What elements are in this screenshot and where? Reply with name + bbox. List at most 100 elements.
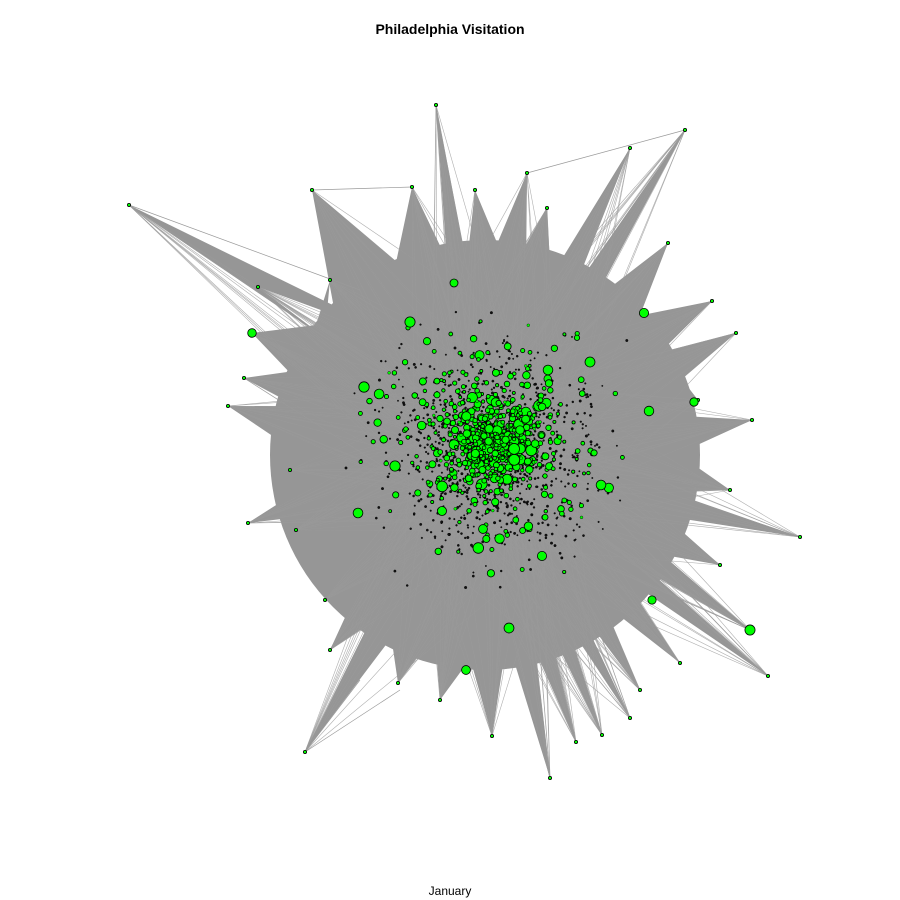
graph-node-small	[402, 403, 406, 406]
graph-node-small	[611, 429, 615, 433]
graph-node	[510, 412, 516, 418]
edge-line	[538, 147, 631, 497]
graph-node	[494, 533, 505, 544]
graph-node-small	[427, 452, 430, 455]
graph-node	[373, 388, 385, 400]
graph-node	[456, 549, 461, 554]
graph-node-small	[513, 377, 517, 381]
graph-node-small	[574, 538, 577, 541]
graph-node-small	[489, 366, 492, 368]
graph-node	[465, 438, 471, 444]
graph-node-small	[381, 406, 384, 409]
graph-node-small	[433, 367, 436, 371]
graph-node	[457, 420, 461, 424]
graph-node	[431, 348, 437, 354]
graph-node	[584, 356, 596, 368]
graph-node-small	[447, 533, 450, 536]
graph-node-small	[556, 415, 559, 418]
graph-node	[501, 388, 507, 394]
graph-node-small	[514, 470, 517, 474]
graph-node-small	[558, 366, 562, 370]
graph-node-small	[550, 541, 553, 545]
graph-node-small	[499, 385, 503, 389]
graph-node	[522, 371, 531, 380]
graph-node	[483, 380, 490, 386]
graph-node	[481, 445, 487, 450]
graph-node-small	[527, 518, 530, 522]
graph-node	[441, 437, 446, 443]
graph-node-small	[582, 387, 586, 391]
graph-node-small	[540, 488, 544, 491]
edge-line	[481, 382, 731, 491]
graph-node-small	[566, 473, 570, 476]
graph-node-small	[460, 532, 463, 535]
graph-node-small	[457, 378, 461, 381]
edge-line	[505, 147, 631, 387]
graph-node	[519, 567, 525, 572]
graph-node-small	[410, 419, 413, 422]
graph-node	[538, 420, 542, 424]
edge-line	[439, 527, 459, 701]
graph-node	[562, 569, 567, 575]
graph-node-small	[585, 396, 588, 399]
graph-node	[449, 278, 459, 288]
graph-node	[507, 372, 514, 380]
edge-line	[505, 476, 551, 779]
graph-node-small	[427, 489, 430, 492]
graph-node-small	[456, 481, 459, 484]
graph-node	[488, 474, 493, 479]
edge-line	[515, 446, 681, 664]
edge-line	[243, 377, 509, 520]
edge-line	[251, 332, 463, 487]
edge-line	[257, 286, 528, 411]
edge-line	[128, 204, 474, 481]
graph-node	[571, 469, 576, 474]
graph-node-small	[585, 424, 587, 427]
graph-node	[451, 474, 458, 481]
graph-node-small	[420, 536, 423, 539]
graph-node-small	[496, 505, 499, 509]
graph-node-small	[503, 396, 506, 399]
graph-node-small	[519, 472, 522, 476]
graph-node	[479, 454, 484, 459]
edge-line	[478, 465, 801, 538]
graph-node-small	[571, 335, 573, 338]
graph-node-small	[455, 524, 458, 527]
graph-node	[415, 415, 421, 420]
graph-node-small	[537, 416, 540, 419]
edge-line	[530, 474, 721, 566]
graph-node	[561, 497, 568, 504]
graph-node-small	[425, 461, 429, 464]
graph-node	[287, 467, 292, 472]
edge-line	[529, 396, 577, 743]
graph-node	[472, 542, 485, 554]
graph-node-small	[453, 346, 457, 350]
graph-node-small	[518, 477, 522, 480]
graph-node-small	[440, 471, 443, 474]
graph-node-small	[374, 516, 378, 520]
graph-node	[525, 170, 530, 175]
graph-node-small	[533, 430, 537, 433]
graph-node	[620, 455, 625, 460]
graph-node-small	[378, 378, 381, 382]
graph-node	[537, 402, 547, 412]
graph-node	[442, 423, 448, 429]
graph-node-small	[541, 521, 544, 525]
graph-node-small	[619, 499, 622, 502]
graph-node-small	[469, 363, 473, 367]
graph-node	[395, 681, 400, 686]
graph-node-small	[581, 423, 584, 426]
graph-node	[443, 462, 450, 468]
graph-node	[524, 364, 528, 368]
graph-node-small	[439, 403, 442, 406]
graph-node	[483, 489, 489, 494]
graph-node	[486, 569, 495, 578]
edge-line	[441, 504, 603, 736]
graph-node	[241, 375, 246, 380]
graph-node-small	[471, 531, 474, 535]
graph-node-small	[551, 396, 555, 400]
graph-node-small	[552, 409, 556, 412]
graph-node	[559, 510, 565, 517]
graph-node	[577, 376, 585, 384]
edge-line	[437, 207, 548, 386]
